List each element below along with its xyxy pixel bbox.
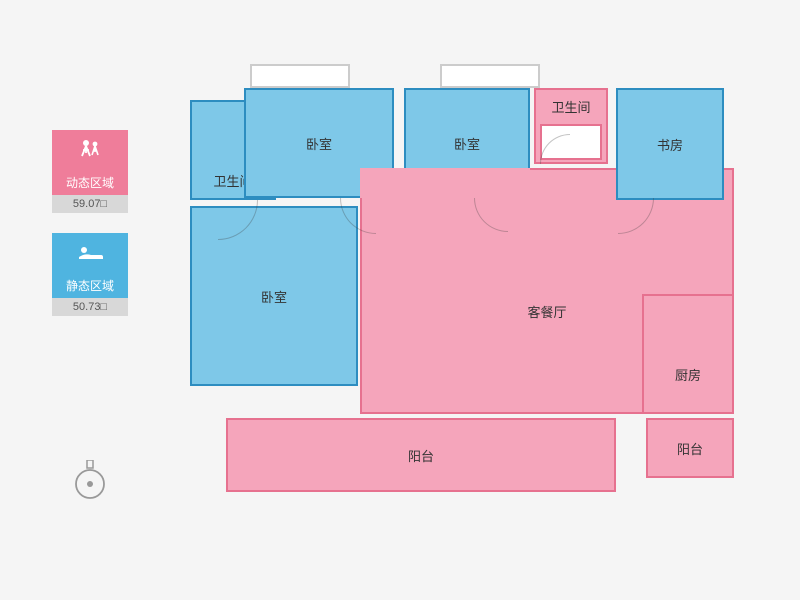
- room-label-balcony-small: 阳台: [677, 439, 703, 458]
- room-balcony-top-2: [440, 64, 540, 88]
- room-label-bedroom-2: 卧室: [454, 134, 480, 153]
- room-study: 书房: [616, 88, 724, 200]
- room-label-study: 书房: [657, 135, 683, 154]
- floorplan: 卫生间卧室卧室卫生间书房卧室客餐厅厨房阳台阳台: [190, 64, 746, 512]
- room-bedroom-3: 卧室: [190, 206, 358, 386]
- overlay-living-top-notch: [360, 168, 530, 198]
- room-label-living-dining: 客餐厅: [527, 302, 566, 321]
- legend-dynamic: 动态区域 59.07□: [52, 130, 128, 213]
- legend-dynamic-label: 动态区域: [52, 170, 128, 195]
- room-label-balcony-main: 阳台: [408, 446, 434, 465]
- legend-static-value: 50.73□: [52, 298, 128, 316]
- static-rest-icon: [52, 233, 128, 273]
- legend-static-label: 静态区域: [52, 273, 128, 298]
- room-label-bedroom-3: 卧室: [261, 287, 287, 306]
- legend-dynamic-value: 59.07□: [52, 195, 128, 213]
- room-label-bathroom-2: 卫生间: [551, 97, 590, 116]
- room-label-kitchen: 厨房: [675, 365, 701, 384]
- room-kitchen: 厨房: [642, 294, 734, 414]
- dynamic-people-icon: [52, 130, 128, 170]
- room-label-bedroom-1: 卧室: [306, 134, 332, 153]
- room-balcony-main: 阳台: [226, 418, 616, 492]
- legend: 动态区域 59.07□ 静态区域 50.73□: [52, 130, 128, 336]
- legend-static: 静态区域 50.73□: [52, 233, 128, 316]
- compass-icon: [72, 460, 108, 496]
- room-balcony-top-1: [250, 64, 350, 88]
- room-balcony-small: 阳台: [646, 418, 734, 478]
